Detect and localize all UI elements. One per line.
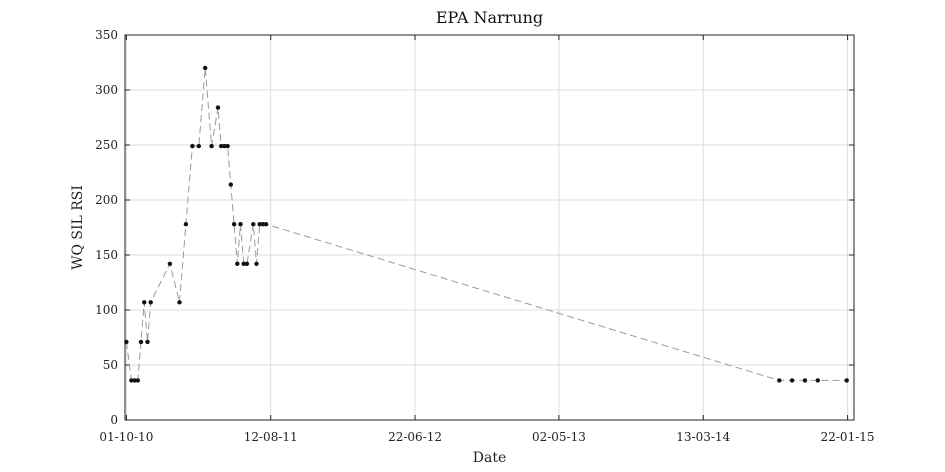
x-axis-label: Date (473, 450, 506, 466)
data-point (132, 378, 137, 383)
data-point (219, 143, 224, 149)
data-point (135, 378, 140, 383)
data-point (145, 339, 150, 345)
chart-title: EPA Narrung (436, 8, 543, 27)
data-point (235, 261, 240, 266)
data-point (222, 143, 227, 149)
y-tick-label: 0 (110, 413, 118, 427)
data-point (238, 222, 243, 227)
x-tick-label: 02-05-13 (532, 430, 586, 444)
data-point (196, 143, 201, 149)
y-tick-label: 100 (95, 303, 118, 317)
data-point (138, 339, 144, 345)
data-point (177, 300, 182, 305)
y-tick-label: 200 (95, 193, 118, 207)
y-axis-label: WQ SIL RSI (70, 185, 86, 270)
x-tick-label: 01-10-10 (99, 430, 153, 444)
data-point (257, 222, 262, 227)
data-point (254, 261, 259, 266)
y-tick-label: 50 (103, 358, 118, 372)
x-tick-label: 13-03-14 (676, 430, 730, 444)
axis-ticks: 0 50 100 150 200 250 300 350 01-10-10 12-08-11 22-… (95, 28, 874, 444)
y-tick-label: 300 (95, 83, 118, 97)
plot-area-frame (124, 34, 855, 421)
x-tick-label: 12-08-11 (244, 430, 298, 444)
data-point (802, 378, 808, 383)
data-point (789, 378, 795, 383)
y-tick-label: 250 (95, 138, 118, 152)
data-point (209, 143, 214, 149)
grid-lines (125, 34, 854, 421)
data-point (815, 378, 820, 383)
x-tick-label: 22-06-12 (388, 430, 442, 444)
data-point (777, 378, 782, 383)
data-point (167, 261, 173, 266)
data-point (263, 222, 269, 227)
data-point (142, 300, 147, 305)
data-point (241, 261, 246, 266)
data-point (244, 261, 250, 266)
data-point (225, 143, 230, 149)
y-tick-label: 350 (95, 28, 118, 42)
series-wq-sil-rsi (124, 65, 849, 383)
data-point (844, 378, 849, 383)
data-point (260, 222, 266, 227)
data-point (215, 105, 221, 110)
y-tick-label: 150 (95, 248, 118, 262)
data-point (148, 300, 153, 305)
data-point (203, 65, 208, 71)
data-point (183, 222, 189, 227)
data-point (124, 339, 129, 345)
data-point (190, 143, 195, 149)
data-point (251, 222, 256, 227)
x-tick-label: 22-01-15 (821, 430, 875, 444)
data-point (129, 378, 134, 383)
data-point (228, 182, 233, 187)
data-point (231, 222, 237, 227)
